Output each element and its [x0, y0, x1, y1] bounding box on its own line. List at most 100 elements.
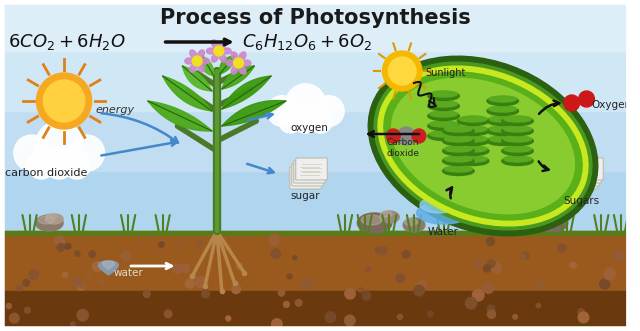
Ellipse shape: [404, 218, 417, 225]
Circle shape: [234, 58, 243, 68]
Circle shape: [77, 309, 88, 321]
Text: sugar: sugar: [291, 191, 320, 201]
Ellipse shape: [489, 136, 516, 142]
Ellipse shape: [242, 60, 251, 66]
Ellipse shape: [445, 146, 472, 152]
Circle shape: [428, 311, 433, 317]
FancyBboxPatch shape: [292, 164, 323, 186]
Ellipse shape: [220, 40, 226, 48]
Circle shape: [35, 121, 83, 169]
Circle shape: [75, 251, 80, 256]
Circle shape: [417, 281, 426, 289]
Ellipse shape: [553, 212, 571, 222]
Ellipse shape: [445, 166, 472, 172]
Circle shape: [72, 277, 81, 287]
Ellipse shape: [487, 97, 518, 106]
Ellipse shape: [428, 131, 460, 140]
Ellipse shape: [185, 58, 194, 64]
Ellipse shape: [445, 136, 472, 142]
Circle shape: [164, 310, 172, 318]
Circle shape: [301, 278, 313, 289]
Circle shape: [44, 80, 84, 122]
Circle shape: [173, 264, 182, 273]
Ellipse shape: [384, 72, 582, 220]
Circle shape: [293, 256, 297, 260]
FancyBboxPatch shape: [294, 161, 325, 183]
Circle shape: [185, 279, 195, 288]
Ellipse shape: [445, 126, 472, 132]
Circle shape: [383, 51, 422, 91]
Ellipse shape: [504, 126, 531, 132]
Circle shape: [181, 264, 189, 273]
Ellipse shape: [231, 52, 238, 60]
Ellipse shape: [536, 214, 568, 232]
Circle shape: [271, 249, 280, 259]
Polygon shape: [0, 231, 631, 331]
Ellipse shape: [504, 116, 531, 122]
Ellipse shape: [487, 136, 518, 146]
Ellipse shape: [460, 126, 487, 132]
Ellipse shape: [420, 197, 458, 213]
Polygon shape: [0, 231, 631, 235]
Circle shape: [578, 312, 589, 323]
Circle shape: [604, 268, 615, 280]
Circle shape: [483, 282, 493, 293]
Circle shape: [486, 237, 494, 246]
Circle shape: [358, 288, 362, 292]
Ellipse shape: [489, 106, 516, 112]
Circle shape: [345, 288, 355, 299]
Ellipse shape: [443, 166, 474, 175]
Ellipse shape: [198, 50, 204, 58]
Polygon shape: [222, 66, 254, 89]
Polygon shape: [220, 56, 235, 74]
Polygon shape: [102, 261, 115, 269]
Circle shape: [24, 307, 30, 313]
Circle shape: [538, 282, 545, 289]
Ellipse shape: [231, 66, 238, 74]
Ellipse shape: [428, 121, 460, 130]
Circle shape: [77, 283, 84, 290]
Ellipse shape: [380, 211, 399, 223]
Ellipse shape: [502, 157, 533, 166]
Circle shape: [309, 109, 332, 133]
Text: Process of Photosynthesis: Process of Photosynthesis: [160, 8, 471, 28]
Ellipse shape: [504, 156, 531, 162]
Text: $6CO_2 + 6H_2O$: $6CO_2 + 6H_2O$: [8, 32, 125, 52]
Circle shape: [366, 267, 371, 272]
Ellipse shape: [35, 215, 63, 231]
Ellipse shape: [487, 117, 518, 125]
Ellipse shape: [374, 62, 592, 230]
Polygon shape: [0, 0, 631, 51]
Circle shape: [192, 56, 202, 66]
Polygon shape: [99, 261, 118, 275]
Ellipse shape: [38, 216, 54, 224]
Circle shape: [325, 312, 336, 322]
Ellipse shape: [430, 121, 458, 127]
Ellipse shape: [198, 64, 204, 72]
Polygon shape: [222, 101, 286, 126]
Ellipse shape: [211, 54, 218, 62]
Circle shape: [492, 263, 501, 273]
Ellipse shape: [45, 214, 63, 224]
Polygon shape: [222, 76, 271, 109]
Circle shape: [378, 246, 387, 255]
Circle shape: [70, 322, 75, 326]
Ellipse shape: [211, 40, 218, 48]
Ellipse shape: [430, 101, 458, 107]
Text: Carbon
dioxide: Carbon dioxide: [387, 138, 419, 158]
Polygon shape: [163, 76, 212, 111]
Ellipse shape: [487, 126, 518, 135]
Polygon shape: [201, 56, 214, 76]
Circle shape: [600, 279, 610, 289]
Circle shape: [344, 315, 355, 326]
Polygon shape: [0, 51, 631, 111]
Ellipse shape: [392, 78, 575, 214]
Circle shape: [403, 251, 410, 258]
Circle shape: [28, 151, 55, 179]
FancyBboxPatch shape: [572, 158, 604, 180]
Ellipse shape: [403, 218, 425, 232]
Ellipse shape: [540, 215, 559, 224]
FancyBboxPatch shape: [570, 161, 602, 183]
Ellipse shape: [443, 126, 474, 135]
Ellipse shape: [239, 66, 246, 74]
